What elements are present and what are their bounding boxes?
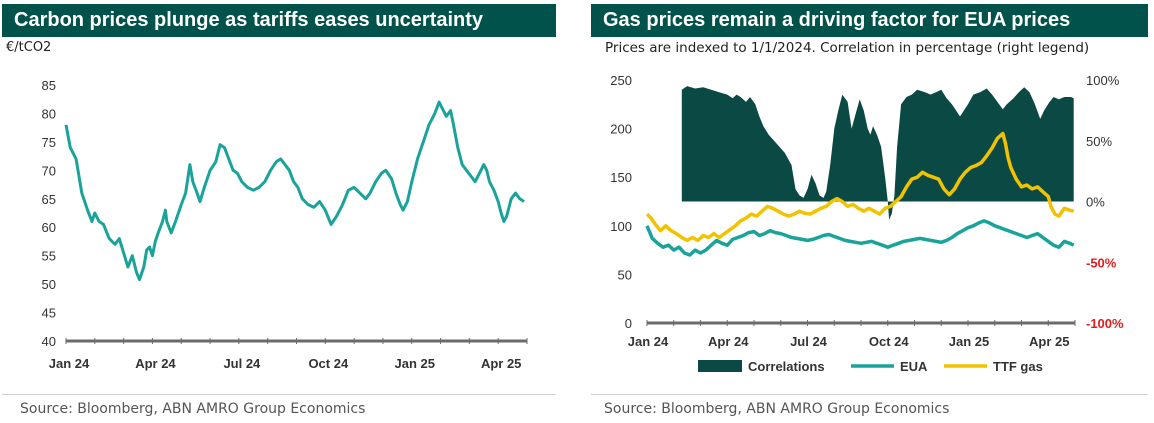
x-tick-label: Jan 25 — [949, 334, 989, 349]
y-tick-label: 55 — [42, 249, 56, 264]
left-chart-title: Carbon prices plunge as tariffs eases un… — [2, 4, 556, 37]
y2-tick-label: -50% — [1086, 255, 1117, 270]
y2-tick-label: 50% — [1086, 134, 1112, 149]
correlations-area — [681, 86, 1074, 220]
y-tick-label: 60 — [42, 220, 56, 235]
y-tick-label: 0 — [625, 316, 632, 331]
left-chart-unit-label: €/tCO2 — [6, 40, 52, 55]
legend-label-eua: EUA — [900, 359, 928, 374]
x-tick-label: Oct 24 — [869, 334, 910, 349]
y-tick-label: 150 — [610, 170, 632, 185]
legend-swatch-correlations — [698, 360, 742, 372]
x-tick-label: Jan 24 — [628, 334, 669, 349]
right-chart-divider — [591, 394, 1148, 395]
x-tick-label: Jan 25 — [395, 356, 435, 371]
right-chart-source: Source: Bloomberg, ABN AMRO Group Econom… — [604, 401, 950, 417]
y-tick-label: 80 — [42, 106, 56, 121]
right-chart-subtitle: Prices are indexed to 1/1/2024. Correlat… — [605, 40, 1090, 56]
chart-legend: Correlations EUA TTF gas — [698, 359, 1043, 374]
right-chart-plot: 0 50 100 150 200 250 -100% -50% 0% 50% 100% Jan 24 A… — [610, 73, 1124, 374]
x-tick-label: Apr 25 — [481, 356, 521, 371]
legend-label-ttf-gas: TTF gas — [993, 359, 1043, 374]
y-tick-label: 50 — [42, 277, 56, 292]
left-chart-source: Source: Bloomberg, ABN AMRO Group Econom… — [20, 401, 366, 417]
y-tick-label: 100 — [610, 219, 632, 234]
y-tick-label: 200 — [610, 122, 632, 137]
right-chart-title: Gas prices remain a driving factor for E… — [591, 4, 1148, 37]
y-tick-label: 40 — [42, 334, 56, 349]
left-chart-panel: Carbon prices plunge as tariffs eases un… — [0, 0, 560, 423]
y2-tick-label: 0% — [1086, 195, 1105, 210]
left-chart-divider — [2, 394, 556, 395]
y-tick-label: 250 — [610, 73, 632, 88]
x-tick-label: Jan 24 — [49, 356, 90, 371]
x-tick-label: Jul 24 — [790, 334, 828, 349]
y-tick-label: 45 — [42, 306, 56, 321]
y-tick-label: 70 — [42, 163, 56, 178]
y2-tick-label: -100% — [1086, 316, 1124, 331]
x-tick-label: Apr 24 — [708, 334, 749, 349]
y-tick-label: 85 — [42, 78, 56, 93]
eua-index-line — [645, 219, 1075, 257]
x-tick-label: Apr 25 — [1029, 334, 1069, 349]
x-tick-label: Apr 24 — [135, 356, 176, 371]
left-chart-plot: 40 45 50 55 60 65 70 75 80 85 Jan 24 Apr 24 Jul 24 Oc… — [42, 78, 528, 371]
eua-price-line — [64, 100, 525, 282]
ttf-gas-line — [645, 131, 1075, 243]
y-tick-label: 65 — [42, 192, 56, 207]
y-tick-label: 50 — [618, 267, 632, 282]
x-tick-label: Jul 24 — [223, 356, 261, 371]
y2-tick-label: 100% — [1086, 73, 1120, 88]
right-chart-panel: Gas prices remain a driving factor for E… — [588, 0, 1154, 423]
y-tick-label: 75 — [42, 135, 56, 150]
x-tick-label: Oct 24 — [308, 356, 349, 371]
legend-label-correlations: Correlations — [748, 359, 825, 374]
